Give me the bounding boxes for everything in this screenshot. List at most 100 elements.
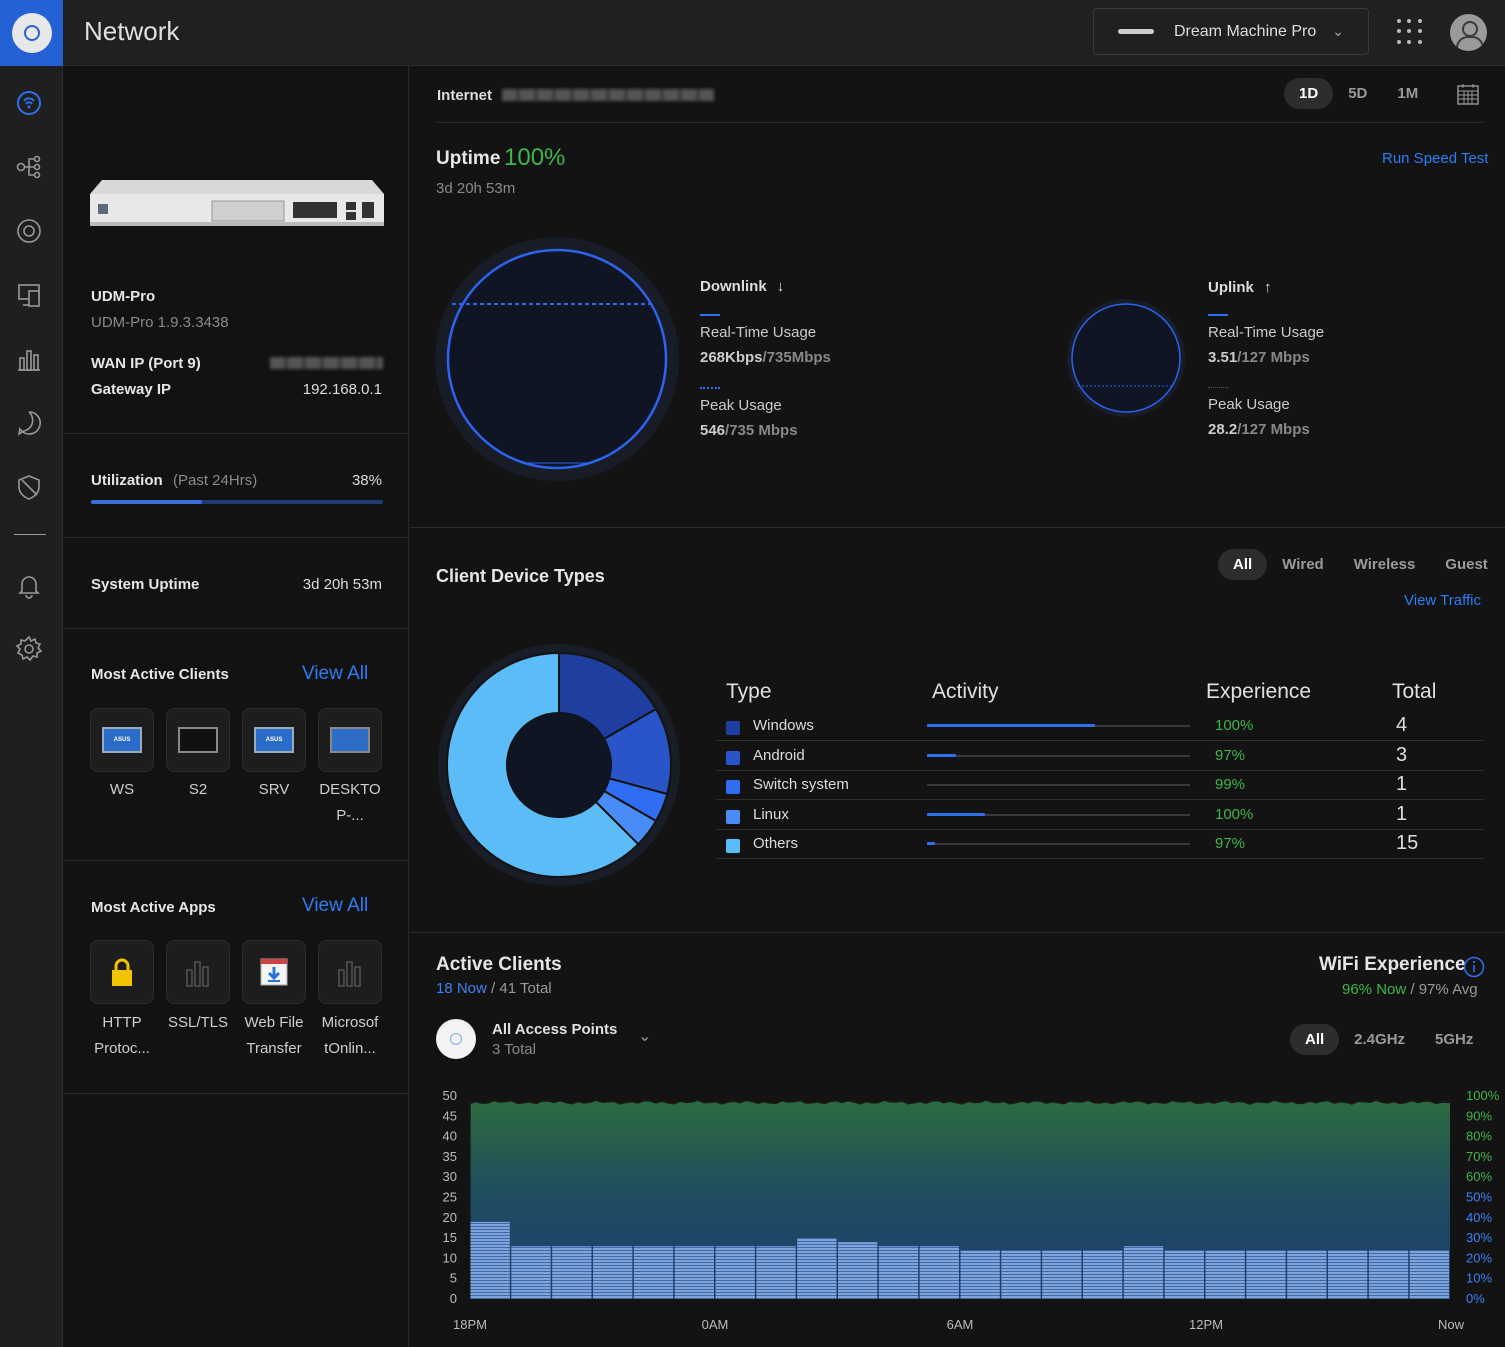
client-name: SRV [258, 781, 290, 798]
workstation-icon [178, 727, 218, 753]
gateway-ip-value: 192.168.0.1 [302, 381, 382, 398]
statistics-icon[interactable] [14, 344, 44, 374]
apps-grid-icon[interactable] [1397, 19, 1423, 45]
system-uptime-value: 3d 20h 53m [302, 576, 382, 593]
system-uptime-label: System Uptime [91, 576, 200, 593]
chevron-down-icon[interactable]: ⌄ [638, 1028, 652, 1045]
monitor-icon [254, 727, 294, 753]
wan-ip-label: WAN IP (Port 9) [91, 355, 201, 372]
gateway-ip-label: Gateway IP [91, 381, 172, 398]
type-experience: 97% [1215, 835, 1246, 852]
run-speed-test-link[interactable]: Run Speed Test [1382, 150, 1489, 167]
client-tile-srv[interactable] [242, 708, 306, 772]
uplink-gauge [1067, 299, 1185, 417]
y-left-tick: 20 [443, 1210, 457, 1225]
app-tile-microsoft[interactable] [318, 940, 382, 1004]
donut-hole [507, 713, 611, 817]
uptime-label: Uptime [436, 148, 501, 169]
uplink-realtime-value: 3.51/127 Mbps [1208, 349, 1310, 366]
y-left-tick: 0 [450, 1291, 457, 1306]
device-selector[interactable]: Dream Machine Pro ⌄ [1093, 8, 1369, 55]
range-1d[interactable]: 1D [1284, 78, 1334, 109]
view-all-apps-link[interactable]: View All [302, 895, 369, 916]
access-point-selector[interactable]: All Access Points [492, 1021, 618, 1038]
type-color-icon [726, 750, 740, 765]
type-total: 3 [1396, 743, 1408, 766]
chevron-down-icon: ⌄ [1332, 23, 1345, 39]
device-version: UDM-Pro 1.9.3.3438 [91, 314, 229, 331]
shield-icon[interactable] [14, 472, 44, 502]
downlink-solid-legend [700, 314, 720, 316]
client-tiles [90, 708, 382, 772]
topology-icon[interactable] [14, 152, 44, 182]
band-all[interactable]: All [1290, 1024, 1340, 1055]
calendar-icon[interactable] [1457, 83, 1479, 105]
app-name-cont: Transfer [246, 1040, 302, 1057]
app-tile-http[interactable] [90, 940, 154, 1004]
access-point-total: 3 Total [492, 1041, 536, 1058]
device-model: UDM-Pro [91, 288, 156, 305]
view-all-clients-link[interactable]: View All [302, 663, 369, 684]
activity-bar [927, 753, 1190, 757]
dashboard-icon[interactable] [14, 88, 44, 118]
clients-bar [756, 1246, 796, 1299]
utilization-bar-fill [91, 500, 202, 504]
activity-bar-fill [927, 753, 956, 757]
type-total: 1 [1396, 773, 1408, 795]
row-divider [716, 740, 1484, 741]
app-tile-ssl[interactable] [166, 940, 230, 1004]
clients-bar [1205, 1250, 1245, 1299]
y-right-tick: 70% [1466, 1149, 1492, 1164]
view-traffic-link[interactable]: View Traffic [1404, 592, 1481, 609]
filter-guest[interactable]: Guest [1445, 556, 1488, 573]
y-right-tick: 90% [1466, 1108, 1492, 1123]
up-arrow-icon: ↑ [1264, 279, 1272, 296]
type-total: 4 [1396, 714, 1408, 736]
y-left-tick: 5 [450, 1271, 457, 1286]
clients-icon[interactable] [14, 280, 44, 310]
filter-wired[interactable]: Wired [1282, 556, 1324, 573]
y-right-tick: 50% [1466, 1190, 1492, 1205]
user-avatar[interactable] [1450, 14, 1487, 51]
app-tile-web-file[interactable] [242, 940, 306, 1004]
client-tile-s2[interactable] [166, 708, 230, 772]
range-5d[interactable]: 5D [1348, 85, 1368, 102]
bell-icon[interactable] [14, 570, 44, 600]
client-device-types-title: Client Device Types [436, 566, 605, 586]
device-icon [1118, 29, 1154, 34]
col-activity: Activity [932, 680, 999, 703]
uptime-value: 100% [504, 144, 566, 171]
unifi-logo[interactable] [0, 0, 63, 66]
wifi-experience-area [470, 1100, 1450, 1299]
type-color-icon [726, 839, 740, 853]
type-name: Windows [753, 717, 814, 734]
utilization-label: Utilization [91, 472, 163, 489]
type-name: Linux [753, 805, 789, 823]
divider [410, 932, 1505, 933]
info-icon[interactable] [1463, 956, 1485, 978]
insights-icon[interactable] [14, 408, 44, 438]
col-total: Total [1392, 680, 1437, 703]
clients-bar [593, 1246, 633, 1299]
client-tile-desktop[interactable] [318, 708, 382, 772]
devices-icon[interactable] [14, 216, 44, 246]
range-1m[interactable]: 1M [1397, 85, 1419, 102]
band-5ghz[interactable]: 5GHz [1435, 1031, 1474, 1048]
clients-bar [1409, 1250, 1449, 1299]
band-24ghz[interactable]: 2.4GHz [1354, 1031, 1406, 1048]
down-arrow-icon: ↓ [776, 278, 785, 295]
uplink-solid-legend [1208, 314, 1228, 316]
active-clients-count: 18 Now / 41 Total [436, 980, 552, 997]
uptime-duration: 3d 20h 53m [436, 180, 516, 197]
client-name-cont: P-... [336, 807, 364, 824]
gear-icon[interactable] [14, 634, 44, 664]
downlink-dotted-legend [700, 387, 720, 389]
client-type-filter: All Wired Wireless Guest [1218, 549, 1488, 580]
filter-all[interactable]: All [1218, 549, 1268, 580]
client-tile-ws[interactable] [90, 708, 154, 772]
wifi-experience-value: 96% Now / 97% Avg [1342, 981, 1478, 998]
y-left-tick: 50 [443, 1088, 457, 1103]
downlink-gauge [435, 237, 679, 481]
row-divider [716, 858, 1484, 859]
filter-wireless[interactable]: Wireless [1353, 556, 1416, 573]
